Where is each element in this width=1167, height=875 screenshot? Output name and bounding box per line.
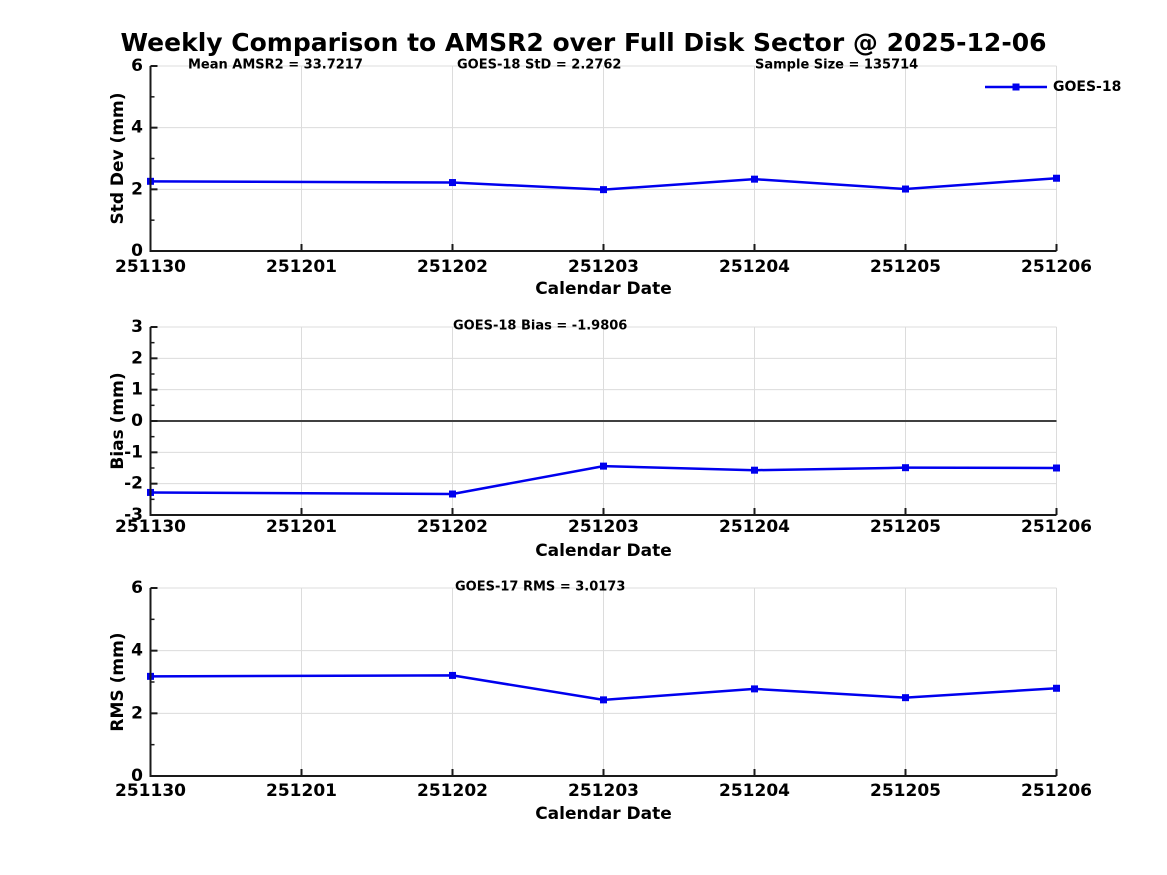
y-axis-label: Bias (mm) [108, 372, 128, 469]
data-point-marker [449, 671, 456, 679]
data-point-marker [751, 685, 758, 693]
x-tick-label: 251205 [870, 257, 941, 277]
x-tick-label: 251203 [568, 257, 639, 277]
series-line [150, 674, 1057, 702]
data-point-marker [1053, 464, 1060, 472]
data-point-marker [751, 175, 758, 183]
data-point-marker [600, 462, 607, 470]
y-tick-label: 4 [131, 641, 143, 661]
y-tick-label: -3 [124, 505, 143, 525]
x-tick-label: 251202 [417, 781, 488, 801]
y-tick-label: 3 [131, 317, 143, 337]
series-line [150, 176, 1057, 191]
y-tick-label: 2 [131, 179, 143, 199]
y-tick-label: 6 [131, 56, 143, 76]
data-point-marker [449, 490, 456, 498]
data-point-marker [902, 185, 909, 193]
stat-annotation: Sample Size = 135714 [755, 58, 918, 73]
y-axis-label: RMS (mm) [108, 632, 128, 731]
x-axis-label: Calendar Date [535, 804, 672, 824]
x-tick-label: 251205 [870, 517, 941, 537]
x-tick-label: 251130 [115, 257, 186, 277]
x-tick-label: 251204 [719, 517, 790, 537]
y-tick-label: 0 [131, 241, 143, 261]
legend-marker [1012, 83, 1020, 91]
y-tick-label: 0 [131, 411, 143, 431]
rms-chart: 0 2 4 6 251130 251201 251202 251203 251204 251205… [108, 578, 1092, 824]
x-tick-label: 251206 [1021, 781, 1092, 801]
y-tick-label: 6 [131, 578, 143, 598]
x-tick-label: 251130 [115, 517, 186, 537]
x-tick-label: 251204 [719, 781, 790, 801]
data-point-marker [600, 186, 607, 194]
figure-title: Weekly Comparison to AMSR2 over Full Dis… [120, 28, 1047, 57]
x-tick-label: 251204 [719, 257, 790, 277]
x-tick-label: 251202 [417, 517, 488, 537]
x-tick-label: 251201 [266, 257, 337, 277]
x-axis-label: Calendar Date [535, 541, 672, 561]
y-tick-label: 2 [131, 703, 143, 723]
x-tick-label: 251203 [568, 781, 639, 801]
y-tick-label: -1 [124, 442, 143, 462]
data-point-marker [1053, 174, 1060, 182]
x-tick-label: 251203 [568, 517, 639, 537]
y-tick-label: 2 [131, 348, 143, 368]
x-tick-label: 251206 [1021, 257, 1092, 277]
data-point-marker [902, 694, 909, 702]
data-point-marker [1053, 684, 1060, 692]
x-tick-label: 251201 [266, 781, 337, 801]
x-tick-label: 251206 [1021, 517, 1092, 537]
x-tick-label: 251205 [870, 781, 941, 801]
y-tick-label: 4 [131, 118, 143, 138]
x-axis-label: Calendar Date [535, 279, 672, 299]
data-point-marker [449, 179, 456, 187]
series-line [150, 464, 1057, 496]
y-axis-label: Std Dev (mm) [108, 92, 128, 224]
data-point-marker [751, 466, 758, 474]
y-tick-label: 0 [131, 766, 143, 786]
stat-annotation: GOES-18 Bias = -1.9806 [453, 319, 627, 334]
y-tick-label: 1 [131, 380, 143, 400]
legend-label: GOES-18 [1053, 79, 1121, 95]
x-tick-label: 251201 [266, 517, 337, 537]
data-point-marker [600, 696, 607, 704]
stddev-chart: 0 2 4 6 251130 251201 251202 251203 251204 251205… [108, 56, 1121, 299]
y-tick-label: -2 [124, 474, 143, 494]
x-tick-label: 251130 [115, 781, 186, 801]
stat-annotation: GOES-18 StD = 2.2762 [457, 58, 621, 73]
stat-annotation: Mean AMSR2 = 33.7217 [188, 58, 363, 73]
stat-annotation: GOES-17 RMS = 3.0173 [455, 580, 625, 595]
x-tick-label: 251202 [417, 257, 488, 277]
data-point-marker [902, 464, 909, 472]
